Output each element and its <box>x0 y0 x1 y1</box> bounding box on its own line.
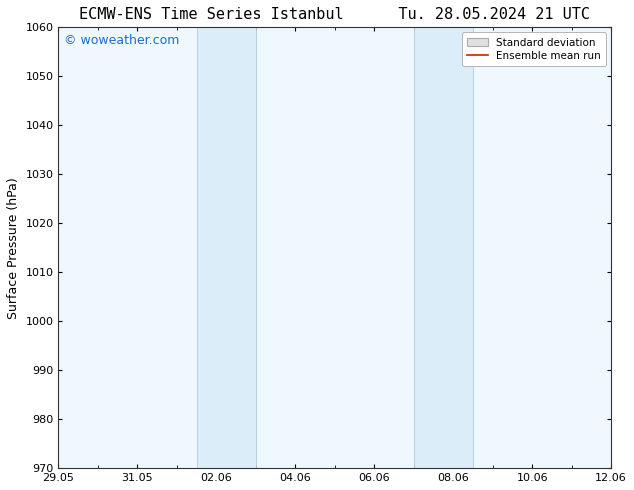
Text: © woweather.com: © woweather.com <box>64 34 179 47</box>
Bar <box>197 27 256 468</box>
Y-axis label: Surface Pressure (hPa): Surface Pressure (hPa) <box>7 177 20 318</box>
Legend: Standard deviation, Ensemble mean run: Standard deviation, Ensemble mean run <box>462 32 606 66</box>
Title: ECMW-ENS Time Series Istanbul      Tu. 28.05.2024 21 UTC: ECMW-ENS Time Series Istanbul Tu. 28.05.… <box>79 7 590 22</box>
Bar <box>414 27 473 468</box>
